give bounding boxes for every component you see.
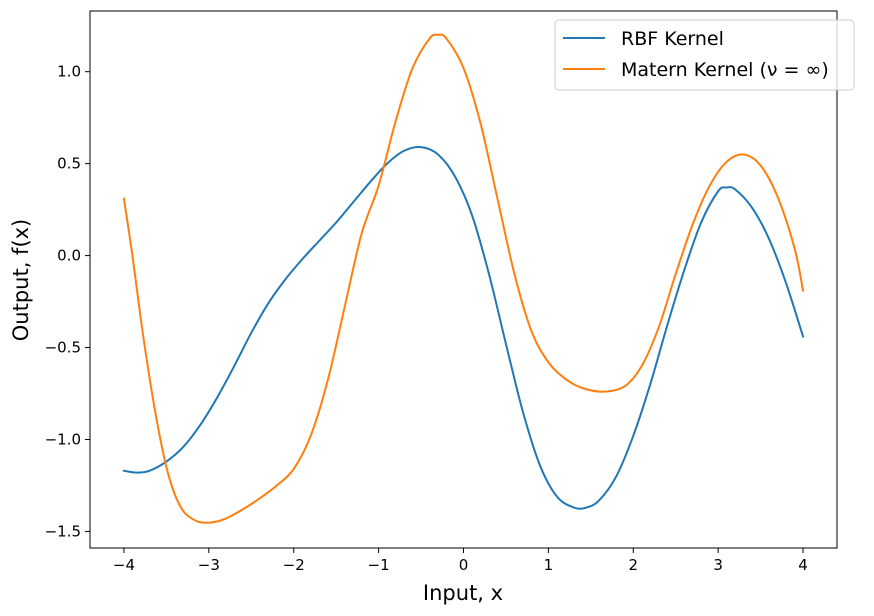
x-tick-label: −2 <box>283 556 305 574</box>
y-axis-title: Output, f(x) <box>9 219 33 342</box>
x-tick-label: 2 <box>628 556 638 574</box>
x-axis-ticks: −4 −3 −2 −1 0 1 2 3 4 <box>113 548 808 574</box>
legend-label-rbf: RBF Kernel <box>621 28 724 50</box>
series-line-rbf <box>122 145 805 510</box>
legend: RBF Kernel Matern Kernel (ν = ∞) <box>554 19 855 91</box>
x-tick-label: 0 <box>459 556 469 574</box>
x-tick-label: −4 <box>113 556 135 574</box>
y-tick-label: 0.0 <box>57 247 81 265</box>
y-tick-label: −1.0 <box>45 430 81 448</box>
y-tick-label: −0.5 <box>45 339 81 357</box>
x-axis-title: Input, x <box>423 581 503 605</box>
x-tick-label: 3 <box>713 556 723 574</box>
x-tick-label: −1 <box>368 556 390 574</box>
x-tick-label: 4 <box>798 556 808 574</box>
legend-label-matern: Matern Kernel (ν = ∞) <box>621 59 829 81</box>
legend-box <box>554 19 855 91</box>
x-tick-label: 1 <box>544 556 554 574</box>
y-axis-ticks: −1.5 −1.0 −0.5 0.0 0.5 1.0 <box>45 63 90 540</box>
x-tick-label: −3 <box>198 556 220 574</box>
y-tick-label: 1.0 <box>57 63 81 81</box>
series-layer <box>122 33 805 524</box>
series-line-matern <box>122 33 805 524</box>
y-tick-label: −1.5 <box>45 522 81 540</box>
y-tick-label: 0.5 <box>57 155 81 173</box>
